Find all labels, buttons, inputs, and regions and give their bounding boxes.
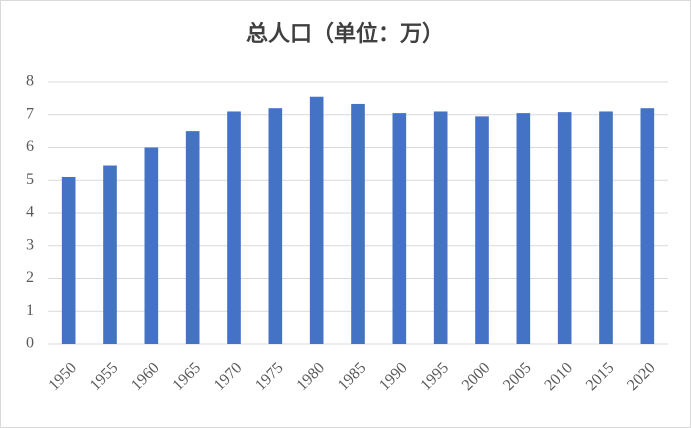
y-tick-label: 2 (26, 269, 34, 286)
bar (392, 113, 407, 344)
chart-title: 总人口（单位：万） (246, 21, 444, 46)
y-tick-label: 8 (26, 73, 34, 90)
bar (599, 111, 613, 344)
y-tick-label: 1 (26, 302, 34, 319)
y-tick-label: 5 (26, 171, 34, 188)
bar (433, 111, 448, 344)
bar (61, 176, 76, 344)
bar (144, 147, 159, 344)
y-tick-label: 6 (26, 138, 34, 155)
bar (103, 165, 117, 344)
bar (309, 96, 324, 344)
bar (351, 103, 365, 344)
bar (268, 108, 283, 344)
bar (557, 112, 572, 344)
y-tick-label: 7 (26, 105, 34, 122)
bar (227, 111, 241, 344)
bar (185, 131, 200, 344)
y-tick-label: 3 (26, 236, 34, 253)
y-tick-label: 4 (26, 204, 34, 221)
bar (475, 116, 489, 344)
bar (640, 108, 655, 344)
bar (516, 113, 531, 344)
y-tick-label: 0 (26, 335, 34, 352)
